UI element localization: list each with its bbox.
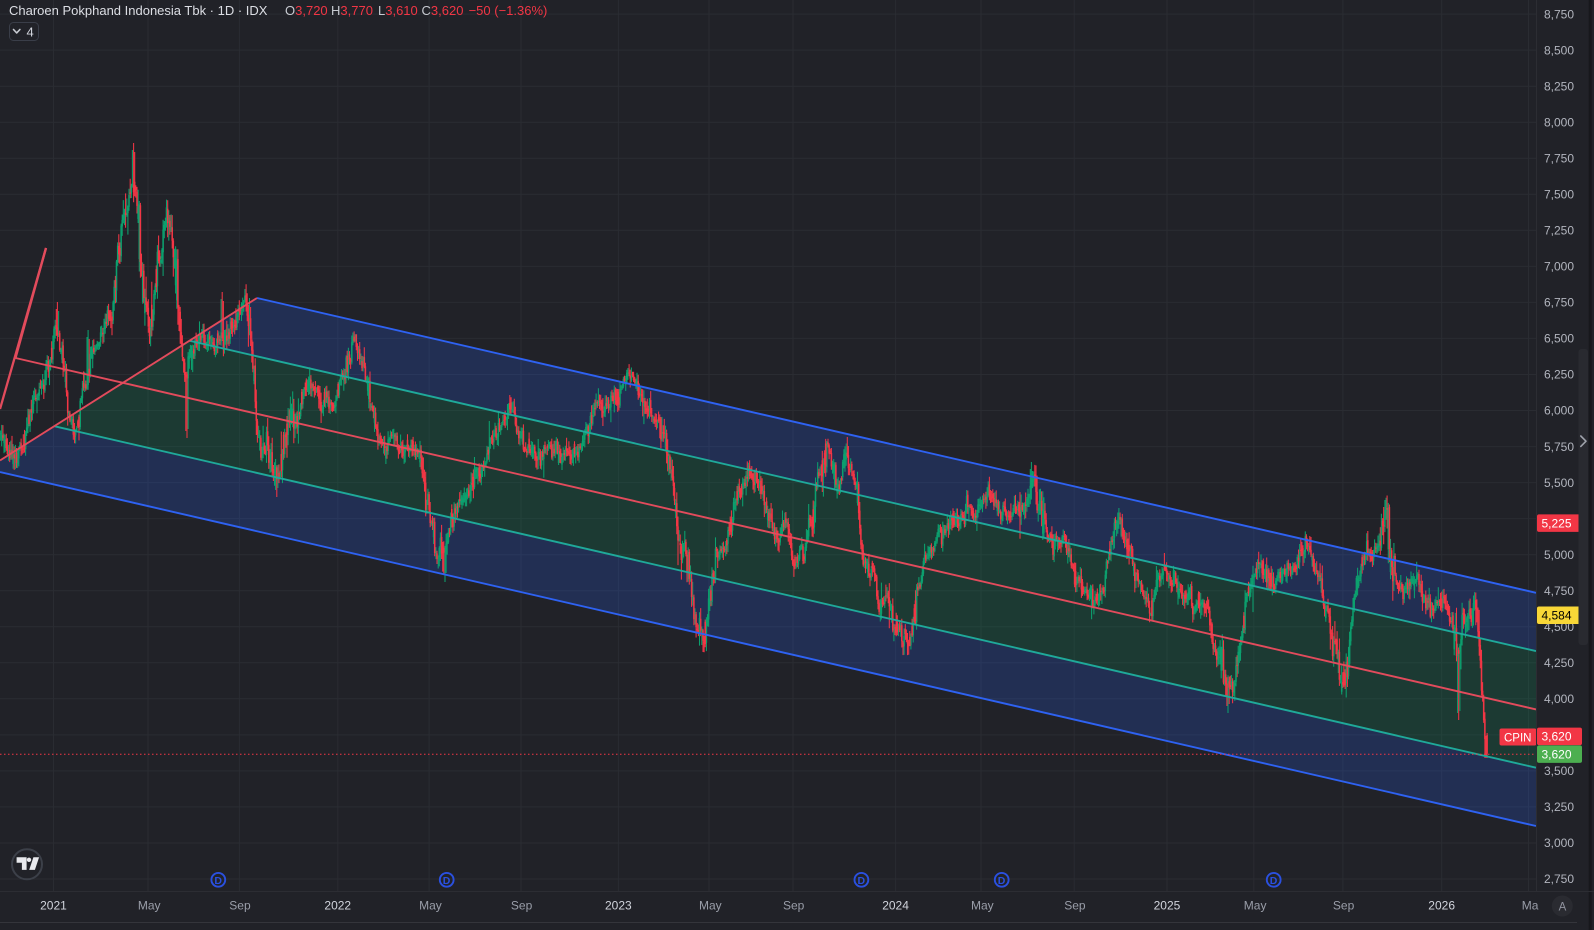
svg-text:May: May <box>699 899 722 913</box>
svg-text:2023: 2023 <box>605 899 632 913</box>
svg-text:Sep: Sep <box>1333 899 1355 913</box>
svg-text:8,500: 8,500 <box>1544 43 1574 57</box>
svg-text:7,500: 7,500 <box>1544 188 1574 202</box>
svg-text:5,750: 5,750 <box>1544 440 1574 454</box>
svg-text:3,500: 3,500 <box>1544 764 1574 778</box>
svg-text:7,000: 7,000 <box>1544 260 1574 274</box>
svg-text:2021: 2021 <box>40 899 67 913</box>
svg-text:6,500: 6,500 <box>1544 332 1574 346</box>
svg-text:5,500: 5,500 <box>1544 476 1574 490</box>
svg-text:Charoen Pokphand Indonesia Tbk: Charoen Pokphand Indonesia Tbk · 1D · ID… <box>9 3 268 18</box>
svg-text:D: D <box>443 875 451 887</box>
svg-text:D: D <box>214 875 222 887</box>
svg-text:5,000: 5,000 <box>1544 548 1574 562</box>
svg-text:Ma: Ma <box>1522 899 1539 913</box>
svg-text:D: D <box>998 875 1006 887</box>
svg-text:4,000: 4,000 <box>1544 692 1574 706</box>
svg-text:A: A <box>1559 902 1567 914</box>
svg-text:2026: 2026 <box>1428 899 1455 913</box>
svg-text:3,620: 3,620 <box>1542 730 1572 744</box>
svg-text:8,000: 8,000 <box>1544 115 1574 129</box>
svg-text:8,250: 8,250 <box>1544 79 1574 93</box>
svg-text:May: May <box>419 899 442 913</box>
svg-text:2022: 2022 <box>324 899 351 913</box>
svg-text:4,750: 4,750 <box>1544 584 1574 598</box>
svg-text:Sep: Sep <box>511 899 533 913</box>
svg-text:3,250: 3,250 <box>1544 800 1574 814</box>
svg-text:Sep: Sep <box>229 899 251 913</box>
svg-text:Sep: Sep <box>783 899 805 913</box>
svg-text:May: May <box>971 899 994 913</box>
svg-text:D: D <box>858 875 866 887</box>
svg-text:5,225: 5,225 <box>1542 516 1572 530</box>
svg-text:6,750: 6,750 <box>1544 296 1574 310</box>
svg-text:3,000: 3,000 <box>1544 836 1574 850</box>
svg-text:May: May <box>1244 899 1267 913</box>
svg-text:H3,770: H3,770 <box>331 3 373 18</box>
svg-text:2024: 2024 <box>882 899 909 913</box>
svg-text:8,750: 8,750 <box>1544 7 1574 21</box>
svg-text:CPIN: CPIN <box>1504 732 1531 744</box>
svg-text:4: 4 <box>27 25 34 40</box>
svg-text:7,750: 7,750 <box>1544 152 1574 166</box>
svg-text:3,620: 3,620 <box>1542 747 1572 761</box>
svg-text:−50 (−1.36%): −50 (−1.36%) <box>469 3 548 18</box>
svg-text:2025: 2025 <box>1154 899 1181 913</box>
svg-text:2,750: 2,750 <box>1544 872 1574 886</box>
svg-text:D: D <box>1270 875 1278 887</box>
svg-text:4,250: 4,250 <box>1544 656 1574 670</box>
svg-text:6,250: 6,250 <box>1544 368 1574 382</box>
svg-text:6,000: 6,000 <box>1544 404 1574 418</box>
svg-text:O3,720: O3,720 <box>285 3 328 18</box>
svg-text:7,250: 7,250 <box>1544 224 1574 238</box>
svg-text:May: May <box>138 899 161 913</box>
svg-text:L3,610: L3,610 <box>378 3 418 18</box>
svg-text:C3,620: C3,620 <box>422 3 464 18</box>
svg-text:4,584: 4,584 <box>1542 609 1572 623</box>
svg-text:Sep: Sep <box>1064 899 1086 913</box>
